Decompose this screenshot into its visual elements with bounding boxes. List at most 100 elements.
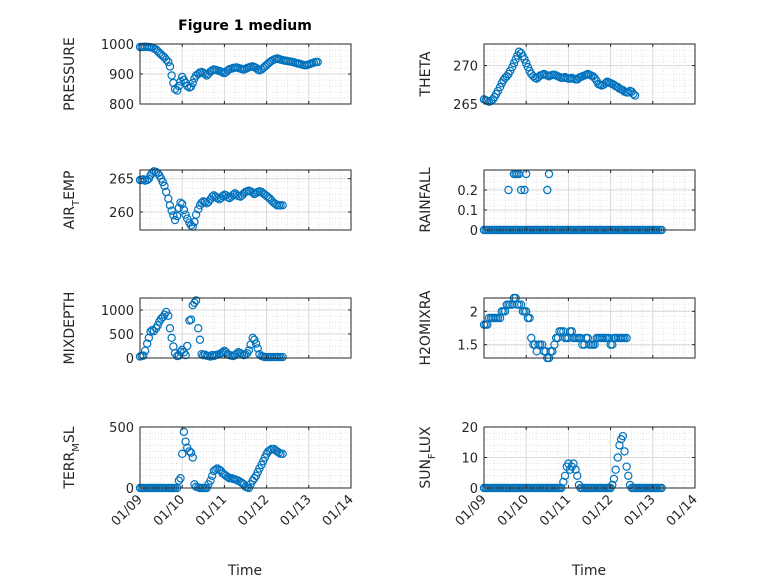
data-point bbox=[148, 168, 157, 177]
data-series-pressure bbox=[135, 42, 322, 95]
data-point bbox=[509, 59, 519, 68]
axes-box bbox=[483, 169, 696, 231]
data-point bbox=[186, 315, 196, 324]
data-point bbox=[608, 480, 617, 490]
data-point bbox=[144, 333, 154, 343]
data-point bbox=[206, 476, 215, 485]
data-point bbox=[181, 437, 190, 446]
y-tick-label: 500 bbox=[109, 328, 134, 343]
figure-title: Figure 1 medium bbox=[178, 18, 312, 34]
y-tick-label: 0 bbox=[470, 482, 478, 497]
y-tick-label: 0 bbox=[470, 224, 478, 239]
data-point bbox=[251, 339, 261, 348]
data-point bbox=[181, 210, 190, 219]
data-point bbox=[543, 185, 552, 195]
data-point bbox=[191, 210, 201, 219]
axes-box bbox=[483, 43, 696, 105]
data-point bbox=[174, 81, 184, 91]
data-point bbox=[176, 198, 185, 207]
data-point bbox=[615, 441, 624, 450]
y-axis-label-subscript: M bbox=[71, 443, 82, 452]
y-axis-label-main: AIR bbox=[62, 206, 78, 230]
data-point bbox=[278, 449, 287, 459]
data-point bbox=[508, 62, 517, 72]
data-point bbox=[160, 181, 169, 191]
y-tick-label: 0 bbox=[126, 352, 134, 367]
y-axis-label: RAINFALL bbox=[418, 167, 434, 232]
data-point bbox=[213, 193, 222, 203]
data-point bbox=[158, 177, 167, 187]
y-tick-label: 800 bbox=[109, 98, 134, 113]
y-tick-label: 1000 bbox=[101, 304, 134, 319]
data-point bbox=[200, 69, 210, 79]
data-point bbox=[167, 333, 176, 343]
data-point bbox=[186, 448, 196, 457]
data-point bbox=[172, 86, 182, 95]
y-axis-label: THETA bbox=[418, 51, 434, 97]
data-point bbox=[516, 185, 526, 195]
data-point bbox=[165, 201, 175, 210]
data-point bbox=[613, 453, 622, 462]
data-point bbox=[250, 335, 259, 344]
y-tick-label: 1000 bbox=[101, 38, 134, 53]
y-tick-label: 0.2 bbox=[457, 184, 478, 199]
y-axis-label: H2OMIXRA bbox=[418, 290, 434, 365]
data-series-air-temp bbox=[135, 167, 287, 231]
data-point bbox=[511, 55, 520, 64]
y-axis-label-subscript: T bbox=[71, 199, 82, 207]
data-point bbox=[188, 453, 197, 462]
y-tick-label: 1.5 bbox=[457, 339, 478, 354]
data-point bbox=[195, 335, 205, 344]
data-point bbox=[609, 474, 619, 484]
data-point bbox=[183, 341, 192, 351]
y-tick-label: 0 bbox=[126, 482, 134, 497]
data-point bbox=[179, 205, 189, 215]
data-point bbox=[495, 82, 505, 92]
data-point bbox=[177, 199, 187, 209]
subplot-mixdepth: 0 500 1000 MIXDEPTH bbox=[62, 292, 352, 367]
data-point bbox=[573, 471, 582, 480]
y-axis-label-main: TERR bbox=[62, 451, 78, 489]
data-point bbox=[624, 88, 633, 97]
data-point bbox=[191, 296, 201, 305]
data-point bbox=[176, 474, 185, 483]
data-point bbox=[211, 465, 220, 474]
subplot-pressure: 800 900 1000 PRESSURE bbox=[62, 37, 352, 113]
data-point bbox=[167, 206, 176, 215]
data-point bbox=[622, 333, 631, 343]
subplot-h2omixra: 1.5 2 H2OMIXRA bbox=[418, 290, 696, 366]
data-point bbox=[523, 62, 533, 72]
x-axis-label-right: Time bbox=[571, 563, 606, 579]
data-point bbox=[164, 57, 173, 67]
y-tick-label: 270 bbox=[453, 60, 478, 75]
data-point bbox=[165, 62, 175, 71]
data-point bbox=[177, 449, 187, 459]
y-axis-label: SUNFLUX bbox=[418, 426, 438, 489]
data-point bbox=[559, 477, 568, 487]
data-point bbox=[624, 471, 633, 480]
data-point bbox=[183, 214, 192, 223]
axes-box bbox=[139, 426, 352, 489]
data-point bbox=[571, 465, 580, 474]
axes-box bbox=[483, 297, 696, 359]
data-point bbox=[522, 59, 531, 68]
y-axis-label-rest: SL bbox=[62, 426, 78, 443]
data-point bbox=[165, 324, 175, 333]
data-point bbox=[630, 91, 640, 100]
y-axis-label: PRESSURE bbox=[62, 37, 78, 111]
data-point bbox=[223, 472, 232, 482]
y-tick-label: 265 bbox=[453, 98, 478, 113]
y-tick-label: 260 bbox=[109, 206, 134, 221]
y-axis-label-rest: LUX bbox=[418, 426, 434, 453]
y-axis-label-subscript: F bbox=[427, 453, 438, 459]
data-point bbox=[142, 339, 152, 348]
data-point bbox=[167, 71, 176, 80]
data-point bbox=[611, 465, 620, 474]
data-point bbox=[188, 78, 197, 88]
data-point bbox=[560, 471, 570, 480]
data-point bbox=[520, 55, 529, 64]
y-axis-label-main: SUN bbox=[418, 459, 434, 489]
y-tick-label: 2 bbox=[470, 305, 478, 320]
y-axis-label-rest: EMP bbox=[62, 171, 78, 200]
